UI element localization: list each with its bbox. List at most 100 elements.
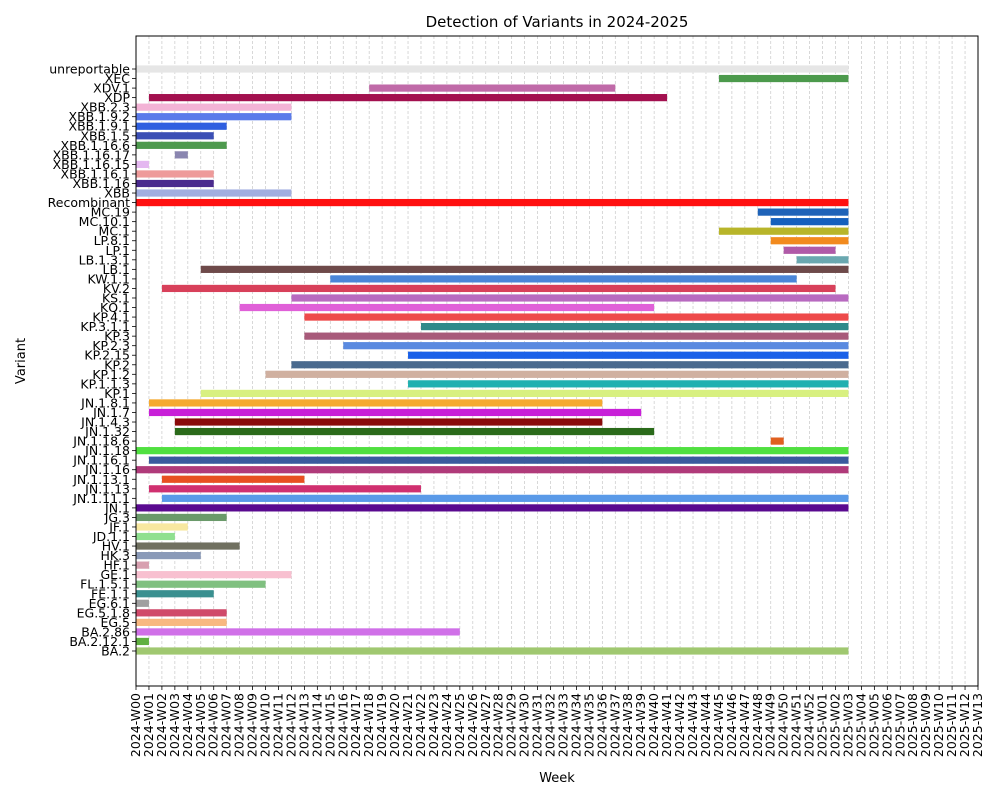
variant-bar [330,275,797,283]
variant-bar [757,208,849,216]
y-tick-label: FL.1.5.1 [80,577,130,592]
x-tick-label: 2024-W36 [594,693,609,757]
x-tick-label: 2024-W25 [452,693,467,757]
plot-frame [135,35,979,687]
variant-bar [136,599,149,607]
x-tick-label: 2024-W42 [672,693,687,757]
y-tick-label: HF.1 [103,558,130,573]
x-tick-label: 2024-W09 [245,693,260,757]
x-tick-labels: 2024-W002024-W012024-W022024-W032024-W04… [128,693,985,757]
x-tick-label: 2024-W43 [685,693,700,757]
y-tick-label: XBB.1.16.6 [61,138,130,153]
variant-bar [770,218,849,226]
variant-bar [136,590,214,598]
y-tick-label: XBB.1.5 [80,128,130,143]
y-tick-label: JN.1.16 [84,462,130,477]
x-tick-label: 2024-W32 [543,693,558,757]
x-tick-label: 2024-W41 [659,693,674,757]
variant-bar [291,361,849,369]
x-tick-label: 2024-W27 [478,693,493,757]
variant-bar [304,313,849,321]
variant-bar [796,256,849,264]
y-tick-label: JN.1.32 [84,424,130,439]
y-tick-label: JN.1.18.6 [72,434,130,449]
variant-bar [136,198,849,207]
y-tick-label: JN.1.18 [84,443,130,458]
y-tick-label: BA.2 [101,644,130,659]
x-tick-label: 2024-W21 [400,693,415,757]
variant-bar [148,408,642,417]
x-tick-label: 2024-W01 [141,693,156,757]
y-tick-label: GE.1 [100,567,130,582]
x-tick-label: 2024-W49 [763,693,778,757]
y-tick-label: BA.2.12.1 [69,634,130,649]
y-tick-label: HK.3 [100,548,130,563]
variant-bar [136,580,266,588]
y-tick-label: BA.2.86 [81,624,130,639]
x-tick-label: 2025-W11 [944,693,959,757]
x-tick-label: 2024-W08 [232,693,247,757]
x-tick-label: 2024-W45 [711,693,726,757]
y-tick-label: JG.3 [104,510,130,525]
x-tick-label: 2024-W39 [633,693,648,757]
x-tick-label: 2024-W29 [504,693,519,757]
y-tick-label: KP.3 [104,329,130,344]
x-tick-label: 2024-W18 [361,693,376,757]
variant-bar [136,122,227,130]
variant-bar [420,323,849,331]
variant-bar [136,189,292,197]
y-tick-label: JN.1.4.3 [80,415,130,430]
y-tick-label: XBB.1.16.17 [53,147,130,162]
x-tick-label: 2025-W12 [957,693,972,757]
y-tick-label: JF.1 [108,519,130,534]
y-axis-label: Variant [14,338,29,384]
x-tick-label: 2025-W13 [970,693,985,757]
variant-bar [718,74,849,83]
x-tick-label: 2024-W06 [206,693,221,757]
y-tick-label: XBB.1.16 [72,176,130,191]
x-tick-label: 2024-W51 [789,693,804,757]
variant-bar [783,246,836,254]
x-tick-label: 2024-W44 [698,693,713,757]
y-tick-label: XDP [104,90,130,105]
variant-bar [239,303,655,312]
x-tick-label: 2025-W06 [879,693,894,757]
y-tick-label: XBB.1.16.1 [61,166,130,181]
y-tick-label: JN.1.16.1 [72,453,130,468]
variant-bar [136,571,292,579]
x-tick-label: 2025-W07 [892,693,907,757]
variant-bar [136,618,227,626]
y-tick-label: LP.8.1 [94,233,130,248]
y-tick-label: LP.1 [106,243,130,258]
x-tick-label: 2025-W02 [828,693,843,757]
variant-bar [770,437,784,445]
variant-bar [136,65,849,73]
variant-bars [136,65,849,655]
variant-bar [136,609,227,617]
y-tick-label: KQ.1 [100,300,130,315]
variant-bar [136,179,214,188]
y-tick-label: XEC [105,71,130,86]
x-tick-label: 2024-W37 [607,693,622,757]
y-tick-label: JN.1.13.1 [72,472,130,487]
x-tick-label: 2024-W52 [802,693,817,757]
x-tick-label: 2024-W33 [555,693,570,757]
x-tick-label: 2024-W34 [568,693,583,757]
y-tick-label: EG.5.1.8 [77,605,130,620]
x-tick-label: 2025-W05 [866,693,881,757]
variant-bar [174,418,603,426]
y-tick-label: JN.1 [104,500,130,515]
variant-bar [408,351,849,359]
variant-bar [136,551,201,560]
variant-bar [136,637,149,646]
y-tick-label: Recombinant [48,195,130,210]
x-tick-label: 2024-W16 [335,693,350,757]
variant-bar [304,332,849,340]
y-tick-label: KP.3.1.1 [80,319,130,334]
y-tick-label: KP.2.3 [92,338,130,353]
y-tick-label: FE.1.1 [91,586,130,601]
variant-bar [174,151,188,159]
x-tick-label: 2024-W47 [737,693,752,757]
x-tick-label: 2024-W15 [322,693,337,757]
y-tick-label: KP.4.1 [92,310,130,325]
